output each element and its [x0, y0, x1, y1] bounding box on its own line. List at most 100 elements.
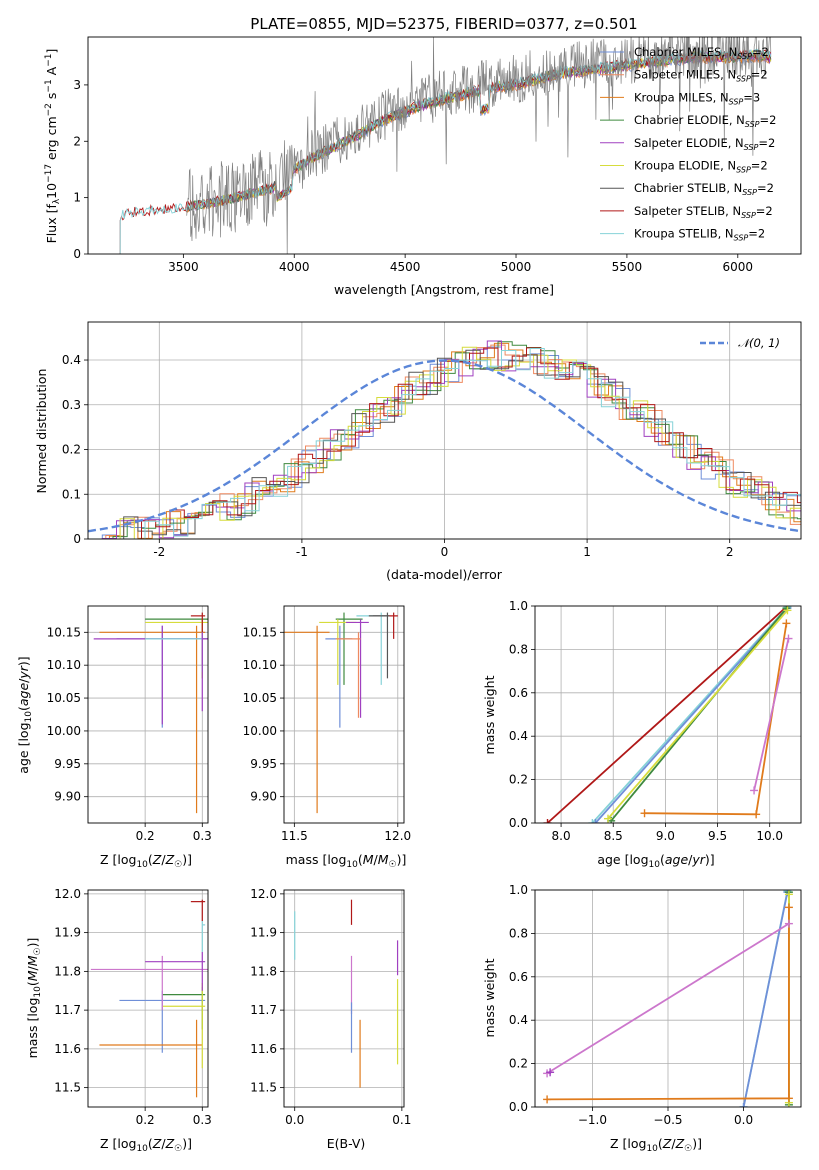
legend-entry-label: Kroupa MILES, NSSP=3 — [634, 90, 760, 106]
y-tick-label: 11.7 — [54, 1003, 81, 1017]
error-bar — [284, 625, 330, 814]
y-tick-label: 0.6 — [509, 970, 528, 984]
y-tick-label: 0.4 — [62, 353, 81, 367]
error-bar — [319, 619, 357, 685]
error-bar — [372, 612, 398, 639]
x-tick-label: 0.0 — [734, 1113, 753, 1127]
age-vs-mass-ticks: 11.5 12.0 9.90 9.95 10.00 10.05 10.10 10.15 — [243, 625, 412, 843]
error-bar — [162, 983, 206, 1069]
error-bar — [335, 612, 363, 685]
x-tick-label: 9.5 — [708, 829, 727, 843]
weight-vs-age-panel: 8.0 8.5 9.0 9.5 10.0 0.0 0.2 0.4 0.6 0.8 1.0 — [509, 599, 802, 843]
y-tick-label: 0.6 — [509, 686, 528, 700]
legend-entry-label: Salpeter MILES, NSSP=2 — [634, 68, 768, 84]
legend-entry-label: Kroupa STELIB, NSSP=2 — [634, 227, 765, 243]
weight-marker — [784, 1094, 793, 1103]
y-tick-label: 10.00 — [47, 724, 81, 738]
x-tick-label: 5500 — [612, 260, 643, 274]
ageZ-xlabel: Z [log10(Z/Z☉)] — [100, 852, 192, 870]
spectrum-legend: Chabrier MILES, NSSP=2 Salpeter MILES, NS… — [600, 45, 776, 243]
x-tick-label: 3500 — [168, 260, 199, 274]
y-tick-label: 0.2 — [509, 773, 528, 787]
residual-xlabel: (data-model)/error — [386, 567, 503, 582]
x-tick-label: 8.0 — [552, 829, 571, 843]
normal-legend-label: 𝒩(0, 1) — [738, 336, 780, 350]
error-bar — [162, 986, 206, 1030]
mZ-ylabel: mass [log10(M/M☉)] — [25, 938, 43, 1059]
x-tick-label: 11.5 — [281, 829, 308, 843]
mass-vs-EBV-ticks: 0.0 0.1 11.5 11.6 11.7 11.8 11.9 12.0 — [250, 887, 411, 1127]
x-tick-label: 2 — [726, 545, 734, 559]
residuals-frame — [87, 321, 802, 540]
x-tick-label: 0.1 — [392, 1113, 411, 1127]
weight-vs-Z-grid — [535, 889, 801, 1108]
weight-marker — [750, 786, 759, 795]
y-tick-label: 0.4 — [509, 1013, 528, 1027]
x-tick-label: 12.0 — [384, 829, 411, 843]
age-vs-Z-ticks: 0.2 0.3 9.90 9.95 10.00 10.05 10.10 10.15 — [47, 625, 212, 843]
residuals-marks — [88, 340, 801, 539]
figure-title: PLATE=0855, MJD=52375, FIBERID=0377, z=0… — [250, 15, 637, 33]
weight-marker — [591, 819, 600, 823]
y-tick-label: 0.2 — [62, 443, 81, 457]
age-vs-Z-frame — [87, 605, 209, 824]
weight-vs-age-ticks: 8.0 8.5 9.0 9.5 10.0 0.0 0.2 0.4 0.6 0.8 1.0 — [509, 599, 783, 843]
weight-marker — [543, 1095, 552, 1104]
y-tick-label: 1.0 — [509, 599, 528, 613]
legend-entry-label: Chabrier STELIB, NSSP=2 — [634, 181, 774, 197]
weight-marker — [752, 810, 761, 819]
error-bar — [145, 619, 208, 679]
x-tick-label: 0.3 — [193, 1113, 212, 1127]
mass-vs-Z-ticks: 0.2 0.3 11.5 11.6 11.7 11.8 11.9 12.0 — [54, 887, 212, 1127]
mass-vs-EBV-marks — [294, 899, 399, 1088]
weight-marker — [784, 634, 793, 643]
y-tick-label: 9.90 — [54, 790, 81, 804]
mZ-xlabel: Z [log10(Z/Z☉)] — [100, 1136, 192, 1154]
residual-histogram — [91, 344, 801, 539]
y-tick-label: 12.0 — [54, 887, 81, 901]
mE-xlabel: E(B-V) — [327, 1136, 366, 1151]
weight-marker — [784, 919, 793, 928]
y-tick-label: 0.2 — [509, 1057, 528, 1071]
y-tick-label: 10.15 — [47, 625, 81, 639]
ageM-xlabel: mass [log10(M/M☉)] — [286, 852, 407, 870]
y-tick-label: 1.0 — [509, 883, 528, 897]
y-tick-label: 3 — [73, 78, 81, 92]
weight-marker — [546, 1068, 555, 1077]
x-tick-label: 0 — [441, 545, 449, 559]
spectrum-ylabel: Flux [fλ10−17 erg cm−2 s−1 A−1] — [44, 49, 62, 244]
y-tick-label: 0.8 — [509, 926, 528, 940]
y-tick-label: 11.5 — [54, 1081, 81, 1095]
mass-vs-Z-frame — [87, 889, 209, 1108]
error-bar — [99, 1019, 203, 1098]
x-tick-label: -1 — [296, 545, 308, 559]
y-tick-label: 9.95 — [54, 757, 81, 771]
x-tick-label: 8.5 — [604, 829, 623, 843]
residual-histogram — [88, 346, 801, 539]
x-tick-label: 0.0 — [285, 1113, 304, 1127]
y-tick-label: 11.6 — [250, 1042, 277, 1056]
weight-line — [594, 607, 789, 823]
residual-ylabel: Normed distribution — [34, 369, 49, 494]
wZ-ylabel: mass weight — [482, 958, 497, 1037]
x-tick-label: 9.0 — [656, 829, 675, 843]
x-tick-label: 4000 — [279, 260, 310, 274]
x-tick-label: 10.0 — [756, 829, 783, 843]
y-tick-label: 10.05 — [47, 691, 81, 705]
spectrum-panel: 3500 4000 4500 5000 5500 6000 0 1 2 3 Chabrier MI… — [44, 36, 802, 297]
x-tick-label: -2 — [153, 545, 165, 559]
x-tick-label: 4500 — [390, 260, 421, 274]
error-bar — [90, 955, 208, 1011]
weight-vs-Z-ticks: −1.0 −0.5 0.0 0.0 0.2 0.4 0.6 0.8 1.0 — [509, 883, 753, 1127]
y-tick-label: 12.0 — [250, 887, 277, 901]
y-tick-label: 0.4 — [509, 729, 528, 743]
age-vs-Z-marks — [93, 612, 208, 814]
spectrum-frame — [87, 36, 802, 255]
error-bar — [325, 625, 353, 728]
error-bar — [190, 899, 206, 921]
weight-marker — [604, 814, 613, 823]
x-tick-label: 0.3 — [193, 829, 212, 843]
y-tick-label: 11.8 — [250, 964, 277, 978]
y-tick-label: 0 — [73, 247, 81, 261]
weight-marker — [782, 619, 791, 628]
